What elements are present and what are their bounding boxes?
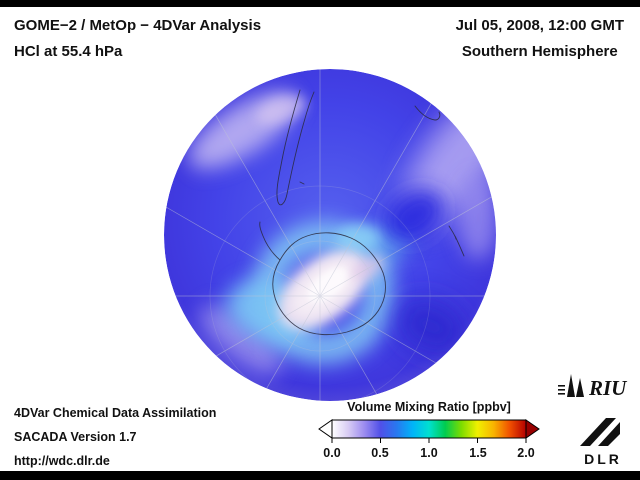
coastline-antarctic-peninsula [259,221,281,261]
hemisphere-map-svg [164,69,496,401]
colorbar-over-arrow [525,419,540,439]
colorbar-under-arrow [318,419,333,439]
top-black-bar [0,0,640,7]
coastline-africa-tip [414,105,441,121]
high-saturation-patches [336,189,468,355]
riu-logo: RIU [558,374,628,400]
hemisphere-map [163,68,497,402]
credit-line-2: SACADA Version 1.7 [14,430,137,444]
colorbar [318,419,540,443]
coastline-new-zealand [448,225,465,257]
figure-title: GOME−2 / MetOp − 4DVar Analysis [14,17,262,34]
credit-line-1: 4DVar Chemical Data Assimilation [14,406,217,420]
header-left: GOME−2 / MetOp − 4DVar Analysis HCl at 5… [14,13,261,65]
header-right: Jul 05, 2008, 12:00 GMT Southern Hemisph… [456,13,624,65]
colorbar-tick-label-3: 1.5 [469,446,487,460]
graticule [164,69,496,401]
credit-url: http://wdc.dlr.de [14,454,110,468]
coastline-falkland [299,181,305,185]
footer-credits: 4DVar Chemical Data Assimilation SACADA … [14,401,216,473]
datetime-label: Jul 05, 2008, 12:00 GMT [455,17,624,34]
colorbar-title: Volume Mixing Ratio [ppbv] [347,400,511,414]
dlr-logo: DLR [580,418,622,467]
riu-cathedral-icon [558,374,584,397]
colorbar-tick-label-2: 1.0 [420,446,438,460]
colorbar-gradient-bar [331,419,527,439]
coastlines [259,89,465,336]
hemisphere-label: Southern Hemisphere [461,43,618,60]
coastline-south-america [276,89,315,206]
coastline-antarctica [272,232,386,336]
riu-logo-text: RIU [588,376,628,400]
vortex-core [278,250,385,330]
colorbar-tick-label-4: 2.0 [517,446,535,460]
bottom-black-bar [0,471,640,480]
colorbar-tick-label-0: 0.0 [323,446,341,460]
dlr-logo-text: DLR [584,451,622,467]
colorbar-tick-label-1: 0.5 [371,446,389,460]
figure-subtitle: HCl at 55.4 hPa [14,43,123,60]
dlr-wing-icon [580,418,620,446]
colorbar-tick-marks [331,438,527,443]
